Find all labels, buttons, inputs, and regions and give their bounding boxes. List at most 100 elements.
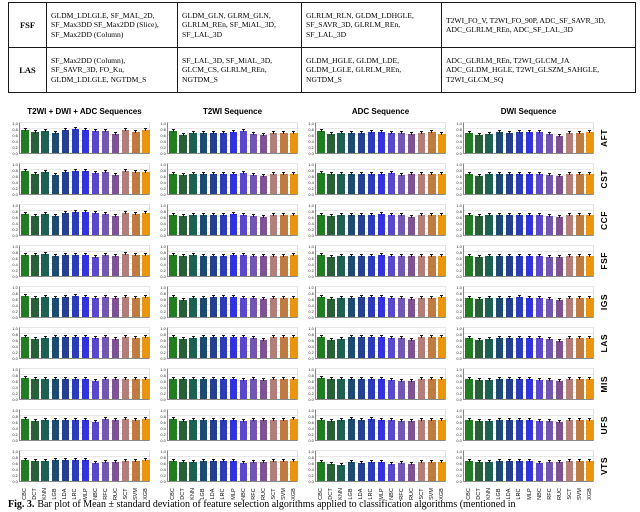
error-bar [468,296,470,299]
gridline [20,250,149,252]
bar-ruc [112,461,120,481]
y-tick-label: 0.6 [160,338,166,343]
error-bar-cap [211,458,215,460]
bar-cbc [21,129,29,153]
gridline [316,414,445,416]
error-bar-cap [410,296,414,298]
error-bar-cap [578,458,582,460]
subplot-ccf-0: 1.0 0.8 0.6 0.4 0.2 0.0 [6,203,151,238]
bar-lrc [367,336,376,358]
error-bar [529,254,530,257]
bar-xgb [586,378,594,399]
error-bar-cap [23,416,27,418]
y-tick-label: 0.8 [160,332,166,337]
error-bar [360,377,362,380]
y-tick-label: 1.0 [456,121,462,126]
error-bar [263,418,265,421]
gridline [168,373,297,375]
y-tick-label: 0.4 [12,262,18,267]
error-bar-cap [33,129,37,131]
bar-lgb [51,379,59,399]
error-bar [105,460,107,463]
error-bar-cap [201,130,205,132]
error-bar-cap [84,417,87,419]
error-bar [34,297,36,300]
error-bar-cap [528,253,531,255]
y-tick-label: 0.4 [456,221,462,226]
error-bar [488,173,490,176]
error-bar-cap [124,169,128,171]
error-bar-cap [440,295,444,297]
y-tick-label: 0.0 [456,275,462,279]
error-bar-cap [380,129,383,131]
bar-knn [41,419,49,440]
error-bar [222,418,224,421]
y-axis: 1.0 0.8 0.6 0.4 0.2 0.0 [302,368,315,402]
error-bar-cap [252,253,256,255]
y-axis: 1.0 0.8 0.6 0.4 0.2 0.0 [450,121,463,156]
bar-mlp [525,297,534,317]
bar-knn [337,214,345,235]
error-bar-cap [124,417,128,419]
error-bar-cap [84,458,87,460]
error-bar [273,418,275,421]
bar-knn [41,172,49,194]
error-bar-cap [430,212,434,214]
error-bar [478,378,480,381]
error-bar [85,295,86,298]
row-label-las: LAS [596,327,612,359]
error-bar-cap [211,417,215,419]
y-tick-label: 0.4 [456,426,462,431]
gridline [168,291,297,293]
bar-xgb [586,337,594,358]
y-axis: 1.0 0.8 0.6 0.4 0.2 0.0 [154,449,167,484]
subplot-mis-1: 1.0 0.8 0.6 0.4 0.2 0.0 [154,367,299,402]
error-bar-cap [477,214,481,216]
bar-mlp [525,460,534,481]
bar-xgb [290,214,298,235]
error-bar [222,131,224,134]
bar-sct [270,460,278,481]
error-bar-cap [114,131,118,133]
gridline [316,367,445,369]
error-bar [283,459,285,462]
error-bar-cap [94,460,98,462]
error-bar-cap [359,295,363,297]
error-bar-cap [43,212,47,214]
error-bar [320,172,322,175]
error-bar-cap [329,296,333,298]
error-bar [370,335,372,338]
y-tick-label: 0.0 [160,275,166,279]
y-tick-label: 1.0 [12,121,18,126]
error-bar [569,336,571,339]
bar-xgb [586,132,594,153]
error-bar [441,213,443,216]
bar-mlp [229,255,238,276]
y-tick-label: 0.4 [456,467,462,472]
bar-cbc [465,255,473,276]
error-bar-cap [578,130,582,132]
error-bar-cap [84,252,87,254]
error-bar [192,172,194,175]
error-bar-cap [420,171,424,173]
y-tick-label: 1.0 [308,244,314,249]
y-tick-label: 0.0 [308,357,314,361]
y-axis: 1.0 0.8 0.6 0.4 0.2 0.0 [6,121,19,156]
error-bar-cap [400,173,404,175]
error-bar [115,460,117,463]
error-bar [468,172,470,175]
y-tick-label: 0.2 [308,268,314,273]
error-bar [273,459,275,462]
bar-lda [357,462,366,481]
bar-lrc [367,419,376,440]
y-tick-label: 0.4 [160,180,166,185]
error-bar-cap [201,295,205,297]
error-bar [488,460,490,463]
error-bar-cap [272,130,276,132]
bar-svm [576,132,584,153]
y-tick-label: 1.0 [160,449,166,454]
subplot-title-2: ADC Sequence [351,107,410,116]
bar-svm [576,419,584,440]
error-bar-cap [349,417,353,419]
bar-knn [337,297,345,317]
